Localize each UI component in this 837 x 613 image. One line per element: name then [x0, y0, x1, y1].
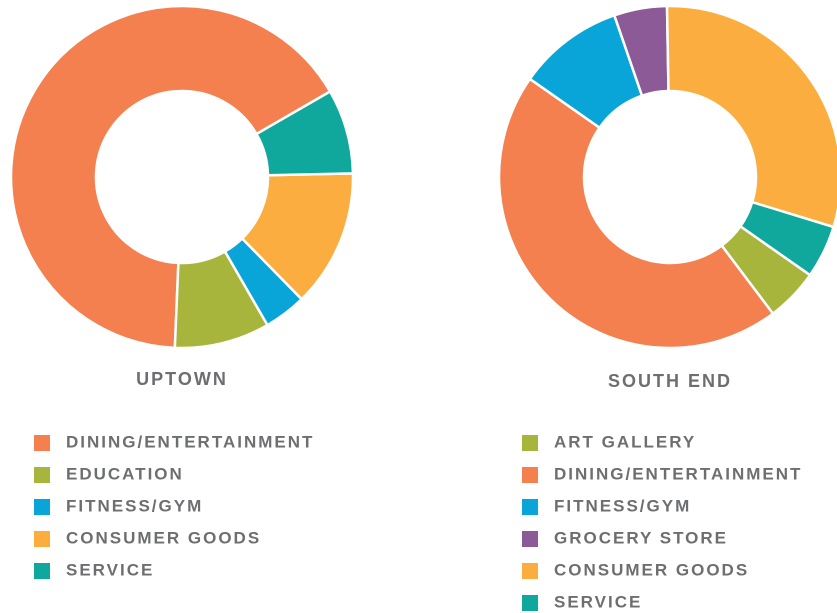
- legend-label: CONSUMER GOODS: [554, 560, 749, 579]
- legend-swatch: [34, 499, 50, 515]
- legend-label: SERVICE: [554, 592, 642, 611]
- donut-slice: [665, 4, 837, 229]
- legend-swatch: [34, 435, 50, 451]
- legend-swatch: [522, 531, 538, 547]
- donut-slice: [738, 200, 836, 277]
- legend-swatch: [34, 563, 50, 579]
- legend-swatch: [522, 563, 538, 579]
- legend-label: EDUCATION: [66, 464, 184, 483]
- legend-swatch: [34, 531, 50, 547]
- legend-swatch: [522, 499, 538, 515]
- chart-title: UPTOWN: [136, 369, 228, 389]
- legend-label: CONSUMER GOODS: [66, 528, 261, 547]
- legend-swatch: [522, 595, 538, 611]
- legend-label: FITNESS/GYM: [554, 496, 691, 515]
- donut-slice: [497, 77, 775, 350]
- legend-label: SERVICE: [66, 560, 154, 579]
- legend-swatch: [34, 467, 50, 483]
- chart-title: SOUTH END: [608, 371, 732, 391]
- legend-label: DINING/ENTERTAINMENT: [66, 432, 314, 451]
- legend-label: GROCERY STORE: [554, 528, 728, 547]
- donut-slice: [254, 89, 355, 177]
- legend-label: DINING/ENTERTAINMENT: [554, 464, 802, 483]
- legend-label: FITNESS/GYM: [66, 496, 203, 515]
- legend-label: ART GALLERY: [554, 432, 696, 451]
- legend-swatch: [522, 435, 538, 451]
- legend-swatch: [522, 467, 538, 483]
- donut-slice: [9, 4, 332, 350]
